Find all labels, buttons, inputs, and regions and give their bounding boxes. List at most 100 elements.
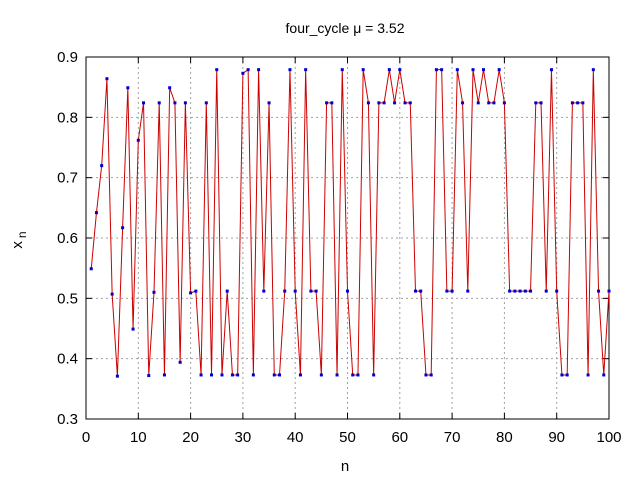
data-point [194, 289, 198, 293]
data-point [215, 68, 219, 72]
data-point [523, 289, 527, 293]
data-point [429, 373, 433, 377]
data-point [89, 267, 93, 271]
data-point [419, 289, 423, 293]
data-point [225, 289, 229, 293]
data-point [288, 68, 292, 72]
data-point [126, 86, 130, 90]
data-point [319, 373, 323, 377]
data-point [597, 289, 601, 293]
data-point [372, 373, 376, 377]
data-point [157, 101, 161, 105]
y-tick-label: 0.6 [57, 230, 78, 247]
data-point [183, 101, 187, 105]
data-point [529, 289, 533, 293]
data-point [471, 68, 475, 72]
marker-group [89, 68, 611, 378]
data-point [387, 68, 391, 72]
y-axis-title-main: x [9, 241, 26, 249]
data-point [607, 289, 611, 293]
data-point [298, 373, 302, 377]
data-point [136, 138, 140, 142]
data-point [340, 68, 344, 72]
data-point [455, 68, 459, 72]
data-point [508, 289, 512, 293]
data-point [413, 289, 417, 293]
data-point [408, 101, 412, 105]
data-point [257, 68, 261, 72]
data-point [94, 211, 98, 215]
data-point [351, 373, 355, 377]
data-point [346, 289, 349, 293]
x-tick-label: 100 [596, 429, 621, 446]
y-tick-label: 0.9 [57, 49, 78, 66]
data-point [335, 373, 339, 377]
data-point [121, 226, 125, 230]
x-tick-label: 70 [444, 429, 461, 446]
data-point [241, 71, 245, 75]
data-point [518, 289, 522, 293]
data-point [497, 68, 501, 72]
data-point [356, 373, 360, 377]
data-point [199, 373, 203, 377]
axis-ticks: 0 10 20 30 40 50 60 70 80 90 100 0.3 0.4 0.5 0.6 0.7 0.8… [57, 49, 621, 446]
y-tick-label: 0.5 [57, 290, 78, 307]
data-point [476, 101, 480, 105]
data-point [152, 290, 156, 294]
data-point [492, 101, 496, 105]
y-tick-label: 0.4 [57, 351, 78, 368]
x-axis-title: n [341, 458, 349, 475]
data-point [262, 289, 266, 293]
data-point [142, 101, 146, 105]
y-tick-label: 0.7 [57, 170, 78, 187]
data-point [131, 327, 135, 331]
data-point [487, 101, 491, 105]
data-point [105, 77, 109, 81]
data-point [434, 68, 438, 72]
data-point [481, 68, 485, 72]
data-point [309, 289, 313, 293]
data-point [539, 101, 543, 105]
data-point [403, 101, 407, 105]
data-point [189, 291, 193, 295]
x-tick-label: 50 [339, 429, 356, 446]
data-point [251, 373, 255, 377]
data-point [450, 289, 454, 293]
x-tick-label: 90 [548, 429, 565, 446]
data-point [230, 373, 234, 377]
data-point [304, 68, 308, 72]
data-point [591, 68, 595, 72]
data-point [377, 101, 381, 105]
y-axis-title: xn [9, 231, 29, 248]
x-tick-label: 20 [182, 429, 199, 446]
data-point [115, 374, 119, 378]
data-point [361, 68, 365, 72]
data-point [272, 373, 276, 377]
data-point [168, 86, 172, 90]
data-point [267, 101, 271, 105]
data-point [424, 373, 428, 377]
data-point [565, 373, 569, 377]
data-point [544, 289, 548, 293]
data-point [555, 289, 559, 293]
data-point [100, 164, 104, 168]
y-axis-title-subscript: n [15, 231, 29, 238]
series-line-group [90, 68, 610, 377]
x-tick-label: 40 [287, 429, 304, 446]
data-point [549, 68, 553, 72]
data-point [220, 373, 224, 377]
data-point [466, 289, 470, 293]
data-point [325, 101, 329, 105]
x-tick-label: 30 [235, 429, 252, 446]
series-line [90, 68, 610, 377]
data-point [393, 101, 397, 105]
x-tick-label: 0 [82, 429, 90, 446]
data-point [283, 289, 287, 293]
data-point [576, 101, 580, 105]
data-point [314, 289, 318, 293]
data-point [502, 101, 506, 105]
data-point [162, 373, 166, 377]
data-point [398, 68, 402, 72]
x-tick-label: 10 [130, 429, 147, 446]
